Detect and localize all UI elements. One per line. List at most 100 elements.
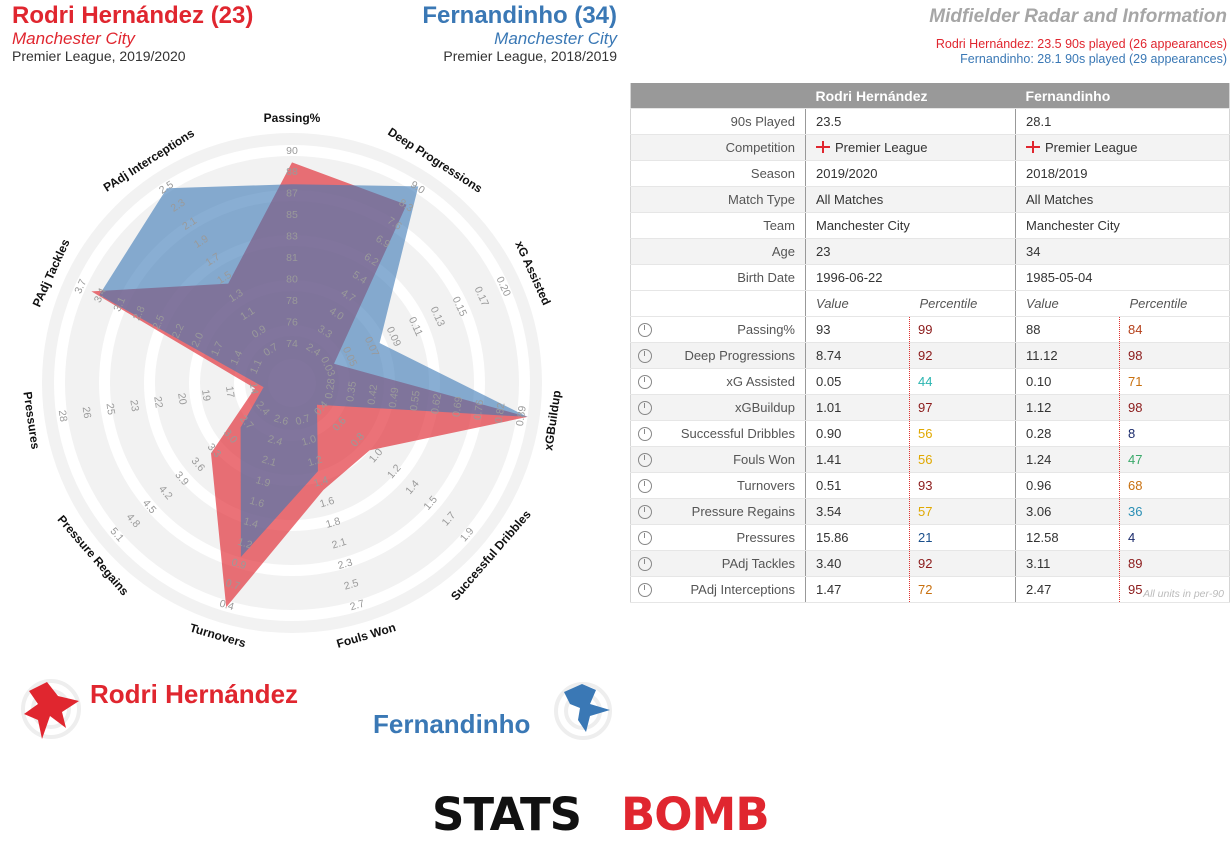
stat-percentile-player2: 98 [1119,394,1230,421]
units-note: All units in per-90 [1143,588,1224,600]
stat-percentile-player2: 8 [1119,420,1230,447]
radar-tick-label: 0.76 [472,399,487,421]
player1-mini-radar-icon [21,679,81,739]
stat-label-cell: PAdj Interceptions [630,576,806,603]
stat-row: Fouls Won 1.41 56 1.24 47 [630,446,1230,473]
logo-text-bomb: BOMB [621,788,769,840]
radar-tick-label: 2.8 [131,304,148,322]
stat-percentile-player2: 98 [1119,342,1230,369]
radar-tick-label: 0.62 [429,393,444,415]
info-label: Competition [630,134,806,161]
info-value-player2: 1985-05-04 [1015,264,1230,291]
stat-row: Successful Dribbles 0.90 56 0.28 8 [630,420,1230,447]
info-value-player1: 23 [805,238,1016,265]
stat-value-player2: 0.10 [1015,368,1120,395]
info-value-player2: Manchester City [1015,212,1230,239]
info-row: Match Type All Matches All Matches [630,186,1230,213]
info-label: 90s Played [630,108,806,135]
stat-label-cell: Deep Progressions [630,342,806,369]
stat-label: Pressure Regains [691,504,795,519]
stat-value-player2: 0.28 [1015,420,1120,447]
stat-percentile-player2: 36 [1119,498,1230,525]
stat-percentile-player2: 68 [1119,472,1230,499]
stat-value-player1: 0.51 [805,472,910,499]
radar-tick-label: 2.2 [170,322,187,340]
player2-minutes-note: Fernandinho: 28.1 90s played (29 appeara… [960,52,1227,66]
logo-text-stats: STATS [432,788,581,840]
stat-value-player1: 15.86 [805,524,910,551]
radar-tick-label: 0.49 [387,387,402,409]
stat-dial-icon [638,557,652,571]
radar-tick-label: 17 [223,385,237,398]
stat-value-player1: 93 [805,316,910,343]
statsbomb-logo: STATS BOMB [432,788,770,840]
page-title: Midfielder Radar and Information [929,6,1227,27]
stat-label-cell: Pressures [630,524,806,551]
info-row: Birth Date 1996-06-22 1985-05-04 [630,264,1230,291]
stat-percentile-player1: 97 [908,394,1016,421]
stat-label: PAdj Interceptions [690,582,795,597]
radar-tick-label: 2.1 [330,536,348,552]
info-label: Team [630,212,806,239]
player2-team: Manchester City [494,29,617,48]
stat-percentile-player1: 72 [908,576,1016,603]
radar-axis-label: Pressures [20,391,42,451]
stat-value-player1: 0.05 [805,368,910,395]
radar-tick-label: 2.3 [337,556,355,572]
stat-value-player1: 3.40 [805,550,910,577]
info-row: Season 2019/2020 2018/2019 [630,160,1230,187]
stat-label: Deep Progressions [684,348,795,363]
radar-tick-label: 1.4 [228,349,245,367]
radar-tick-label: 1.6 [318,495,336,511]
radar-tick-label: 78 [286,295,298,307]
radar-tick-label: 19 [199,389,213,402]
stat-value-player2: 1.12 [1015,394,1120,421]
radar-tick-label: 1.1 [248,357,265,375]
england-flag-icon [1026,141,1041,153]
stat-percentile-player2: 47 [1119,446,1230,473]
sub-header-percentile: Percentile [1119,290,1230,317]
radar-tick-label: 26 [80,406,94,419]
radar-tick-label: 80 [286,273,298,285]
radar-tick-label: 0.42 [365,383,380,405]
stat-row: Turnovers 0.51 93 0.96 68 [630,472,1230,499]
stat-value-player2: 3.06 [1015,498,1120,525]
radar-tick-label: 0.55 [408,390,423,412]
england-flag-icon [816,141,830,153]
info-value-player1: All Matches [805,186,1016,213]
player1-competition: Premier League, 2019/2020 [12,48,186,64]
stat-label-cell: xG Assisted [630,368,806,395]
stat-label-cell: Passing% [630,316,806,343]
radar-tick-label: 0.89 [514,405,529,427]
radar-tick-label: 25 [104,402,118,415]
stat-percentile-player2: 84 [1119,316,1230,343]
stat-dial-icon [638,375,652,389]
stat-row: PAdj Tackles 3.40 92 3.11 89 [630,550,1230,577]
radar-tick-label: 0.4 [218,598,236,614]
table-corner [630,83,806,109]
radar-tick-label: 85 [286,209,298,221]
radar-tick-label: 0.69 [450,396,465,418]
radar-tick-label: 22 [151,396,165,409]
stat-dial-icon [638,583,652,597]
radar-tick-label: 1.7 [209,340,226,358]
player1-header-name: Rodri Hernández (23) [12,2,254,29]
radar-tick-label: 1.8 [324,515,342,531]
stat-label-cell: PAdj Tackles [630,550,806,577]
stat-value-player1: 1.41 [805,446,910,473]
player2-mini-radar-icon [554,682,612,740]
stat-dial-icon [638,401,652,415]
radar-tick-label: 81 [286,252,298,264]
stat-percentile-player1: 99 [908,316,1016,343]
stat-percentile-player1: 92 [908,550,1016,577]
info-row: Team Manchester City Manchester City [630,212,1230,239]
stat-dial-icon [638,349,652,363]
radar-tick-label: 0.7 [224,577,242,593]
stat-row: Pressures 15.86 21 12.58 4 [630,524,1230,551]
radar-tick-label: 0.35 [344,380,359,402]
player1-minutes-note: Rodri Hernández: 23.5 90s played (26 app… [935,37,1227,51]
stat-label: Turnovers [736,478,795,493]
stat-label: Passing% [737,322,795,337]
info-value-player2: All Matches [1015,186,1230,213]
info-value-player1: Manchester City [805,212,1016,239]
